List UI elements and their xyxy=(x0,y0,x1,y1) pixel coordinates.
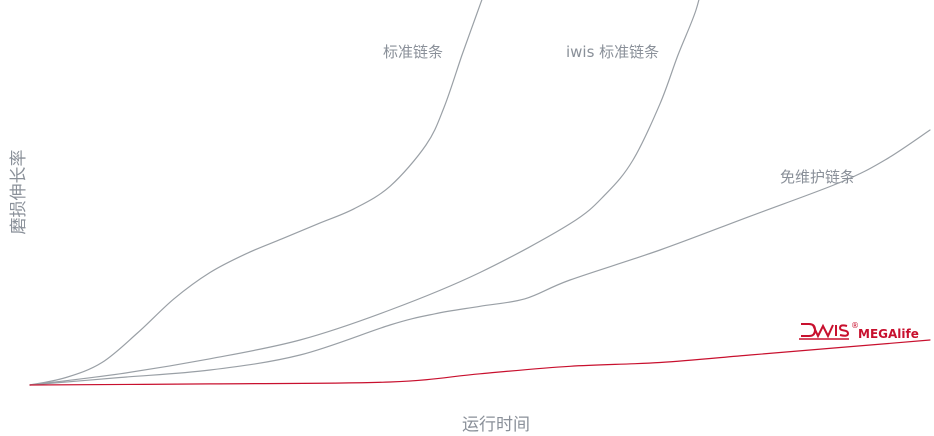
megalife-brand-label: ® MEGAlife xyxy=(799,321,919,341)
x-axis-label: 运行时间 xyxy=(462,415,530,435)
curve-maintenance-free-chain xyxy=(29,129,931,386)
curve-iwis-standard-chain xyxy=(29,0,700,386)
registered-mark: ® xyxy=(851,321,859,330)
series-label-maintenance-free-chain: 免维护链条 xyxy=(780,168,855,186)
y-axis-label: 磨损伸长率 xyxy=(9,150,29,235)
chart-labels: 标准链条 iwis 标准链条 免维护链条 运行时间 磨损伸长率 xyxy=(9,43,855,435)
curve-standard-chain xyxy=(29,0,483,386)
chart-curves xyxy=(29,0,931,386)
series-label-standard-chain: 标准链条 xyxy=(383,43,443,61)
megalife-label: MEGAlife xyxy=(858,327,919,341)
curve-megalife xyxy=(29,339,931,386)
series-label-iwis-standard-chain: iwis 标准链条 xyxy=(566,43,659,61)
iwis-logo-icon xyxy=(799,323,850,340)
